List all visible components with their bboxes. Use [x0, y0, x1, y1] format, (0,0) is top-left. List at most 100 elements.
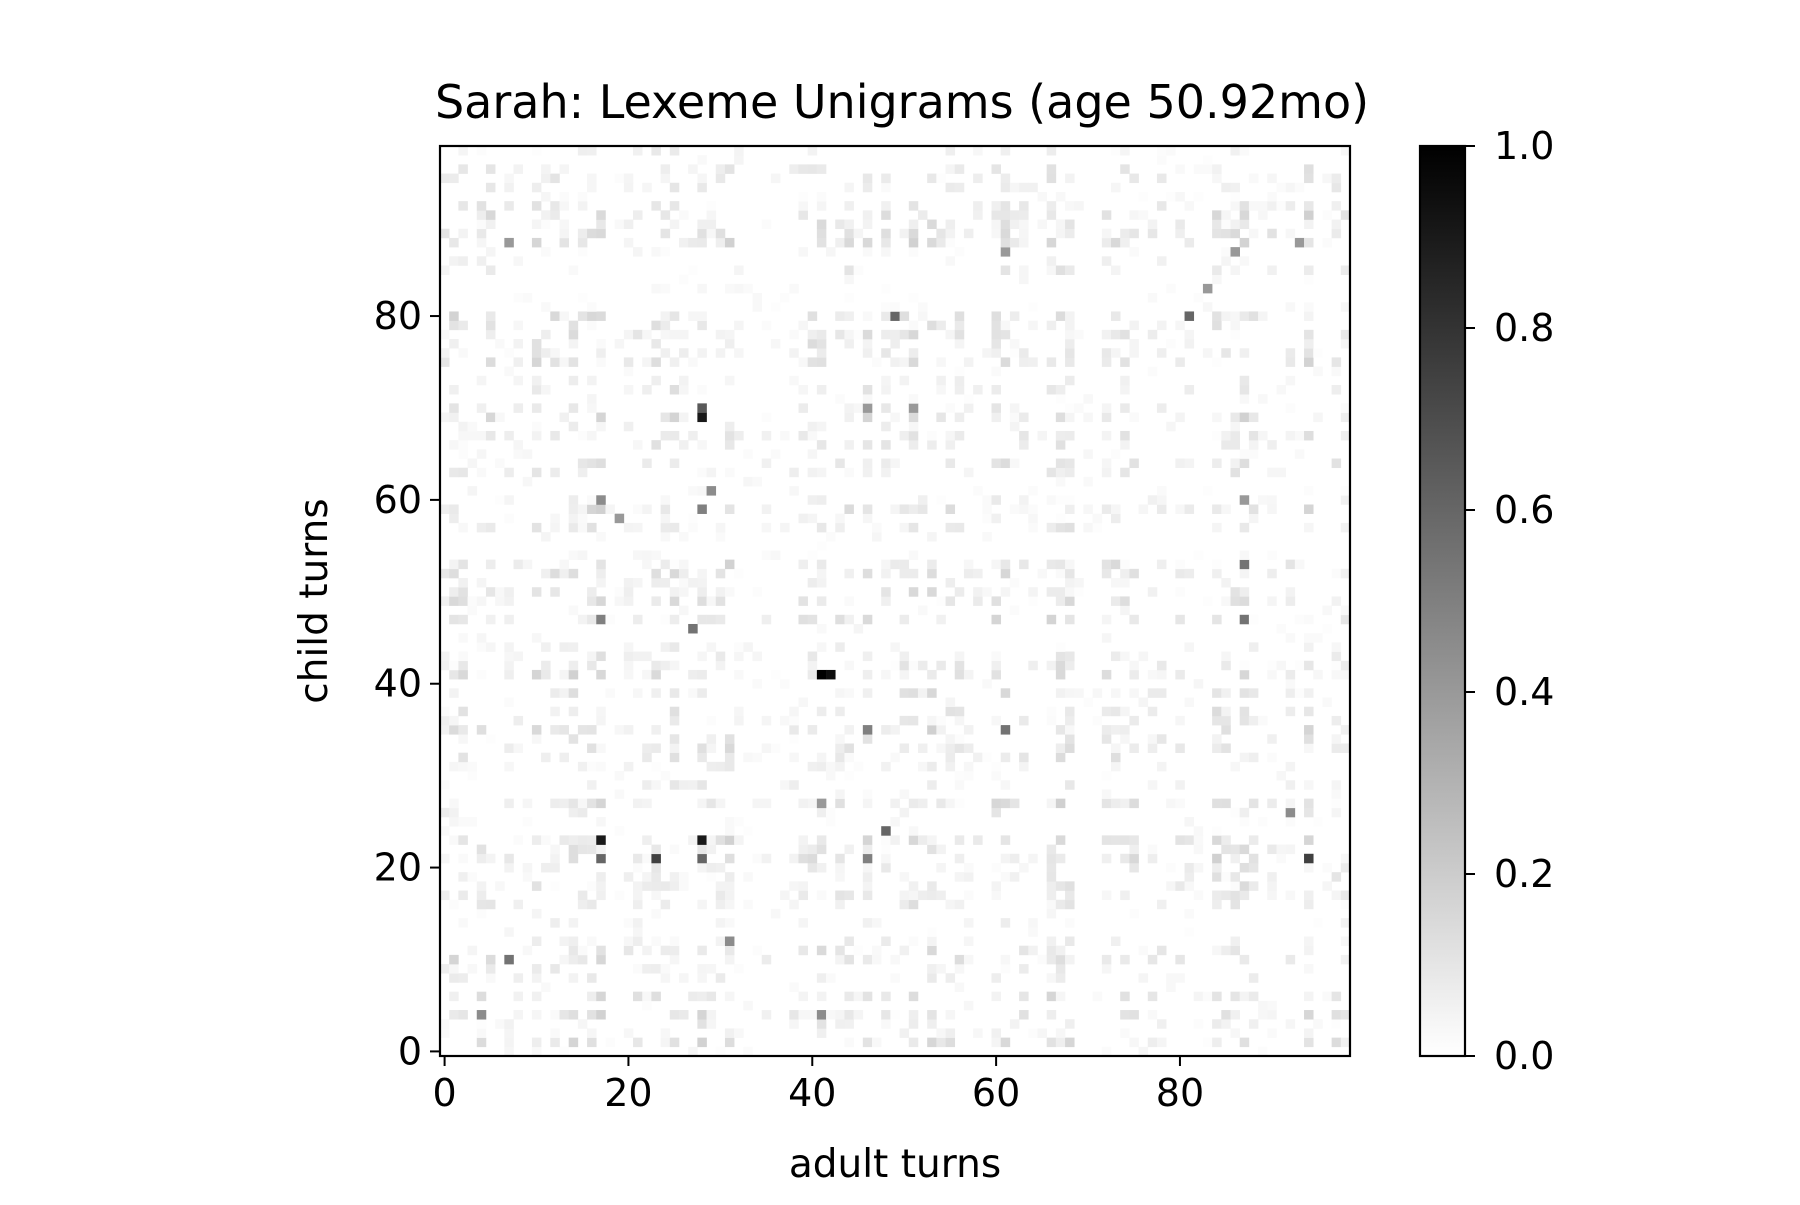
heatmap-cell: [1193, 844, 1204, 855]
heatmap-cell: [1331, 182, 1342, 193]
heatmap-cell: [715, 973, 726, 983]
heatmap-cell: [1248, 173, 1259, 184]
heatmap-cell: [734, 817, 744, 827]
heatmap-cell: [1239, 559, 1250, 570]
heatmap-cell: [1147, 293, 1158, 303]
heatmap-cell: [1129, 458, 1139, 469]
heatmap-cell: [485, 642, 496, 652]
heatmap-cell: [1331, 789, 1342, 799]
heatmap-cell: [1285, 348, 1296, 358]
heatmap-cell: [541, 982, 551, 992]
heatmap-cell: [982, 495, 992, 505]
heatmap-cell: [1111, 761, 1121, 772]
heatmap-cell: [642, 853, 652, 864]
heatmap-cell: [485, 311, 496, 321]
heatmap-cell: [596, 743, 606, 753]
heatmap-cell: [862, 1037, 873, 1048]
x-tick-label: 40: [788, 1071, 836, 1115]
heatmap-cell: [1304, 660, 1314, 671]
heatmap-cell: [844, 568, 854, 579]
heatmap-cell: [633, 614, 643, 625]
heatmap-cell: [633, 936, 643, 946]
heatmap-cell: [1166, 982, 1176, 992]
heatmap-cell: [1120, 440, 1130, 450]
heatmap-cell: [963, 890, 974, 901]
heatmap-cell: [945, 164, 956, 174]
heatmap-cell: [596, 844, 606, 855]
heatmap-cell: [504, 614, 514, 625]
heatmap-cell: [587, 430, 597, 441]
heatmap-cell: [1065, 522, 1075, 533]
heatmap-cell: [669, 706, 680, 717]
heatmap-cell: [862, 844, 873, 855]
heatmap-cell: [550, 311, 560, 321]
heatmap-cell: [927, 881, 937, 891]
heatmap-cell: [1101, 504, 1112, 514]
heatmap-cell: [1239, 844, 1250, 855]
heatmap-cell: [1239, 458, 1250, 469]
heatmap-cell: [1101, 954, 1112, 965]
heatmap-cell: [688, 1046, 698, 1057]
heatmap-cell: [991, 458, 1002, 469]
heatmap-cell: [669, 522, 680, 533]
heatmap-cell: [550, 1028, 560, 1038]
heatmap-cell: [660, 513, 671, 524]
heatmap-cell: [927, 688, 937, 698]
heatmap-cell: [458, 430, 468, 441]
heatmap-cell: [1120, 605, 1130, 616]
heatmap-cell: [440, 706, 450, 717]
heatmap-cell: [642, 780, 652, 790]
heatmap-cell: [734, 669, 744, 680]
heatmap-cell: [798, 853, 808, 864]
y-tick-label: 20: [374, 846, 422, 890]
heatmap-cell: [485, 357, 496, 367]
heatmap-cell: [531, 522, 542, 533]
heatmap-cell: [596, 991, 606, 1002]
heatmap-cell: [1193, 679, 1204, 689]
heatmap-cell: [1101, 789, 1112, 799]
heatmap-cell: [1267, 201, 1277, 211]
heatmap-cell: [458, 725, 468, 735]
heatmap-cell: [743, 1046, 753, 1057]
heatmap-cell: [1230, 991, 1240, 1002]
heatmap-cell: [1331, 201, 1342, 211]
heatmap-cell: [908, 237, 919, 248]
heatmap-cell: [568, 688, 579, 698]
heatmap-cell: [614, 826, 625, 836]
heatmap-cell: [936, 964, 946, 974]
heatmap-cell: [596, 853, 606, 864]
heatmap-cell: [587, 182, 597, 193]
heatmap-cell: [1258, 394, 1268, 404]
heatmap-cell: [908, 835, 919, 845]
heatmap-cell: [449, 412, 459, 423]
heatmap-cell: [1092, 715, 1103, 726]
heatmap-cell: [522, 872, 533, 882]
heatmap-cell: [1055, 651, 1066, 662]
heatmap-cell: [1331, 1037, 1342, 1048]
heatmap-cell: [789, 853, 799, 864]
heatmap-cell: [458, 761, 468, 772]
heatmap-cell: [816, 228, 827, 239]
heatmap-cell: [1340, 522, 1351, 533]
heatmap-cell: [1000, 853, 1011, 864]
heatmap-cell: [531, 384, 542, 395]
heatmap-cell: [1120, 651, 1130, 662]
heatmap-cell: [715, 237, 726, 248]
heatmap-cell: [660, 173, 671, 184]
heatmap-cell: [816, 164, 827, 174]
heatmap-cell: [669, 587, 680, 597]
heatmap-cell: [642, 550, 652, 560]
heatmap-cell: [724, 164, 735, 174]
heatmap-cell: [715, 614, 726, 625]
heatmap-cell: [816, 706, 827, 717]
colorbar-tick-label: 0.2: [1494, 852, 1554, 896]
heatmap-cell: [1212, 1019, 1222, 1029]
heatmap-cell: [513, 715, 524, 726]
heatmap-cell: [1304, 265, 1314, 275]
heatmap-cell: [1055, 265, 1066, 275]
heatmap-cell: [899, 375, 910, 386]
heatmap-cell: [633, 688, 643, 698]
heatmap-cell: [1221, 725, 1231, 735]
heatmap-cell: [587, 587, 597, 597]
heatmap-cell: [577, 247, 588, 257]
